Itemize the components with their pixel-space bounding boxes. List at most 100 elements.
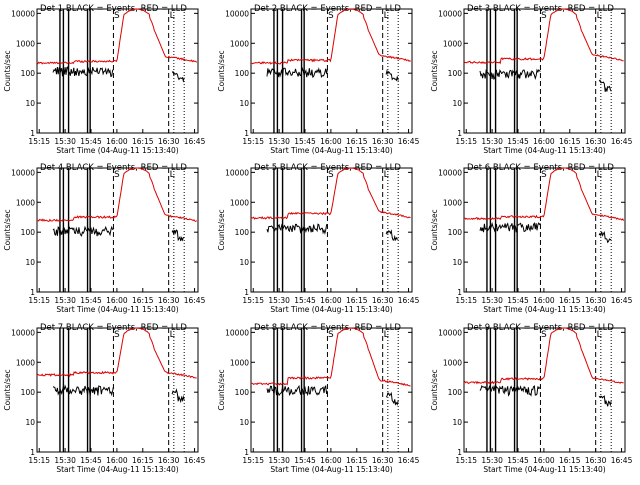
y-axis-label: Counts/sec (430, 369, 439, 410)
marker-s: S (541, 330, 547, 340)
y-tick-label: 1 (244, 448, 249, 457)
marker-s: S (114, 330, 120, 340)
marker-s: S (541, 170, 547, 180)
series-black-events (479, 221, 541, 233)
x-tick-label: 16:00 (106, 137, 128, 146)
x-tick-label: 15:45 (507, 456, 529, 465)
x-tick-label: 15:45 (80, 296, 102, 305)
series-black-events (479, 384, 541, 397)
y-tick-label: 10 (25, 99, 35, 108)
x-tick-label: 15:15 (28, 296, 50, 305)
marker-s: S (114, 170, 120, 180)
y-tick-label: 1000 (443, 198, 462, 207)
x-tick-label: 15:45 (80, 137, 102, 146)
x-tick-label: 16:00 (320, 456, 342, 465)
x-tick-label: 15:15 (455, 137, 477, 146)
marker-l: L (597, 170, 602, 180)
panel-6: Det 6 BLACK = Events, RED = LLD110100100… (430, 163, 633, 314)
panel-3: Det 3 BLACK = Events, RED = LLD110100100… (430, 4, 633, 155)
x-tick-label: 15:45 (294, 456, 316, 465)
plot-frame (36, 167, 199, 293)
x-tick-label: 15:30 (54, 296, 76, 305)
x-tick-label: 16:00 (533, 296, 555, 305)
y-tick-label: 100 (21, 228, 36, 237)
x-tick-label: 15:30 (268, 456, 290, 465)
y-tick-label: 10000 (438, 168, 462, 177)
x-tick-label: 16:15 (132, 296, 154, 305)
series-black-events-post (598, 395, 612, 407)
x-tick-label: 15:45 (507, 296, 529, 305)
y-tick-label: 10 (239, 99, 249, 108)
y-tick-label: 1 (30, 448, 35, 457)
x-tick-label: 16:00 (533, 137, 555, 146)
y-tick-label: 10000 (11, 168, 35, 177)
x-tick-label: 16:30 (372, 456, 394, 465)
x-axis-label: Start Time (04-Aug-11 15:13:40) (483, 305, 605, 314)
x-axis-label: Start Time (04-Aug-11 15:13:40) (56, 305, 178, 314)
y-tick-label: 1 (457, 448, 462, 457)
x-tick-label: 15:30 (268, 137, 290, 146)
series-black-events-post (171, 70, 185, 83)
y-tick-label: 1 (244, 129, 249, 138)
y-axis-label: Counts/sec (217, 369, 226, 410)
series-black-events-post (171, 229, 185, 242)
marker-s: S (541, 11, 547, 21)
x-tick-label: 15:15 (455, 456, 477, 465)
y-tick-label: 1 (244, 288, 249, 297)
x-tick-label: 15:45 (507, 137, 529, 146)
y-tick-label: 100 (21, 69, 36, 78)
y-axis-label: Counts/sec (3, 369, 12, 410)
y-tick-label: 10000 (438, 328, 462, 337)
y-tick-label: 100 (448, 69, 463, 78)
series-black-events (52, 225, 114, 237)
x-tick-label: 15:30 (481, 296, 503, 305)
x-tick-label: 16:45 (611, 456, 633, 465)
y-axis-label: Counts/sec (3, 50, 12, 91)
series-red-lld (464, 167, 625, 221)
y-tick-label: 10000 (11, 328, 35, 337)
x-tick-label: 16:15 (559, 137, 581, 146)
y-tick-label: 1000 (443, 358, 462, 367)
marker-l: L (384, 170, 389, 180)
series-red-lld (250, 167, 411, 220)
x-tick-label: 15:30 (54, 456, 76, 465)
x-tick-label: 16:00 (106, 296, 128, 305)
x-tick-label: 15:15 (242, 296, 264, 305)
plot-frame (36, 327, 199, 453)
x-tick-label: 15:30 (481, 456, 503, 465)
series-black-events-post (598, 79, 612, 92)
x-tick-label: 16:45 (611, 137, 633, 146)
panel-4: Det 4 BLACK = Events, RED = LLD110100100… (3, 163, 206, 314)
panel-5: Det 5 BLACK = Events, RED = LLD110100100… (217, 163, 420, 314)
y-tick-label: 10 (452, 99, 462, 108)
y-tick-label: 1000 (230, 39, 249, 48)
plot-frame (463, 167, 626, 293)
x-tick-label: 16:45 (398, 296, 420, 305)
series-red-lld (463, 8, 624, 65)
y-axis-label: Counts/sec (430, 209, 439, 250)
y-tick-label: 1 (457, 288, 462, 297)
x-tick-label: 16:00 (320, 137, 342, 146)
y-tick-label: 10 (25, 258, 35, 267)
x-axis-label: Start Time (04-Aug-11 15:13:40) (270, 305, 392, 314)
x-axis-label: Start Time (04-Aug-11 15:13:40) (483, 146, 605, 155)
x-tick-label: 15:45 (80, 456, 102, 465)
y-axis-label: Counts/sec (217, 50, 226, 91)
y-tick-label: 10000 (11, 9, 35, 18)
panel-7: Det 7 BLACK = Events, RED = LLD110100100… (3, 323, 206, 474)
panel-9: Det 9 BLACK = Events, RED = LLD110100100… (430, 323, 633, 474)
series-red-lld (36, 8, 198, 65)
marker-l: L (597, 11, 602, 21)
y-tick-label: 1 (30, 129, 35, 138)
marker-l: L (170, 11, 175, 21)
series-black-events (266, 384, 328, 397)
x-tick-label: 16:30 (585, 296, 607, 305)
x-tick-label: 16:15 (559, 296, 581, 305)
marker-s: S (328, 11, 334, 21)
marker-s: S (114, 11, 120, 21)
x-tick-label: 15:30 (481, 137, 503, 146)
marker-l: L (597, 330, 602, 340)
x-tick-label: 16:15 (559, 456, 581, 465)
series-red-lld (250, 8, 411, 65)
